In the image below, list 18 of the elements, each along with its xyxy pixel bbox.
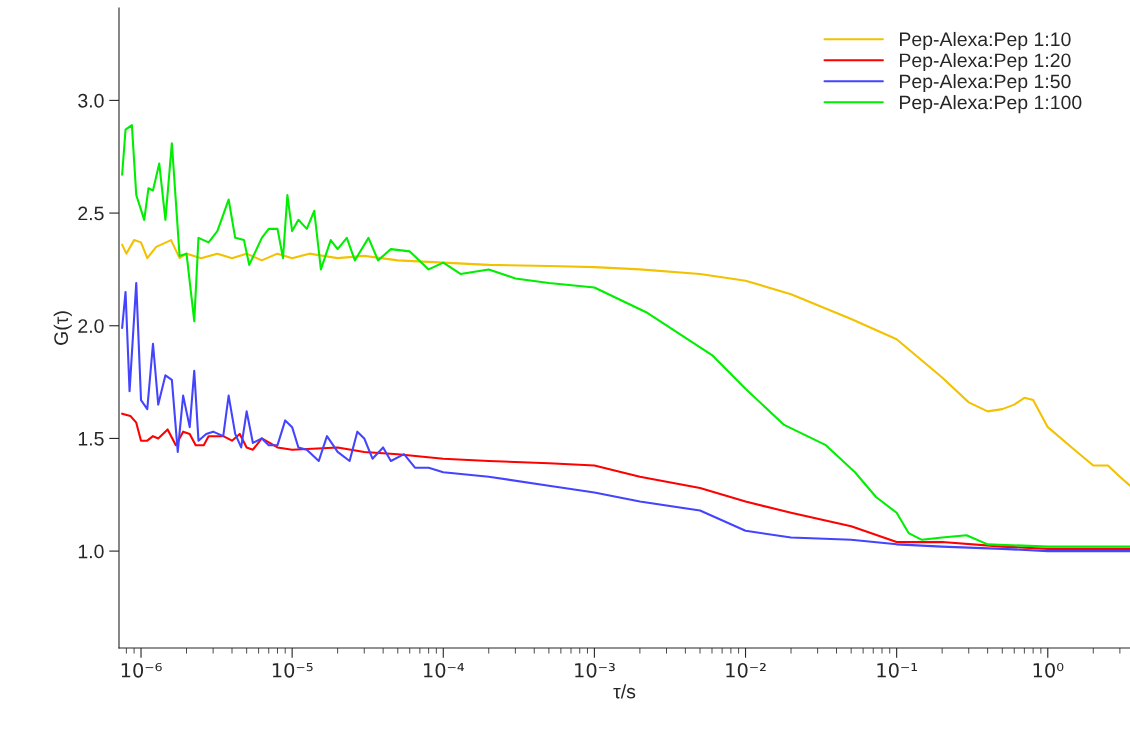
x-tick-label: 10⁻¹ xyxy=(877,662,917,678)
y-tick-label: 1.5 xyxy=(78,432,104,446)
y-tick-label: 3.0 xyxy=(78,93,104,108)
legend-label: Pep-Alexa:Pep 1:20 xyxy=(900,52,1071,72)
y-tick-label: 2.5 xyxy=(78,206,104,221)
x-axis-title: τ/s xyxy=(613,684,636,699)
legend-label: Pep-Alexa:Pep 1:50 xyxy=(900,73,1071,93)
y-tick-label: 2.0 xyxy=(78,319,104,333)
y-axis-title: G(τ) xyxy=(53,311,72,345)
y-tick-label: 1.0 xyxy=(78,544,104,559)
legend-label: Pep-Alexa:Pep 1:100 xyxy=(900,95,1082,114)
x-tick-label: 10⁰ xyxy=(1033,662,1064,678)
legend-label: Pep-Alexa:Pep 1:10 xyxy=(900,31,1071,51)
x-tick-label: 10⁻³ xyxy=(575,662,615,678)
x-tick-label: 10⁻⁶ xyxy=(121,662,162,678)
x-tick-label: 10⁻⁵ xyxy=(272,662,313,678)
x-tick-label: 10⁻² xyxy=(726,662,766,678)
x-tick-label: 10⁻⁴ xyxy=(424,662,465,678)
